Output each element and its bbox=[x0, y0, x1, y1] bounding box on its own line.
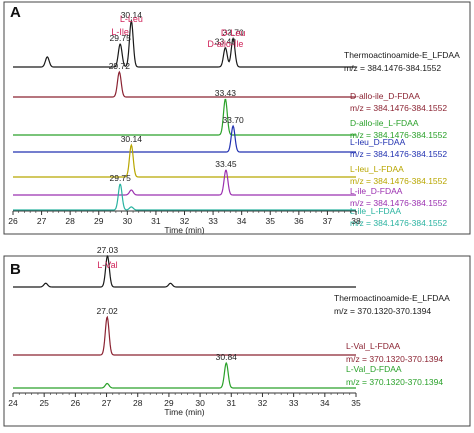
series-line bbox=[13, 315, 356, 356]
x-tick-label: 29 bbox=[164, 398, 174, 408]
compound-name-label: L-Ile bbox=[111, 27, 129, 37]
x-tick-label: 32 bbox=[180, 216, 190, 226]
x-tick-label: 26 bbox=[8, 216, 18, 226]
x-tick-label: 34 bbox=[320, 398, 330, 408]
series-mz-label: m/z = 370.1320-370.1394 bbox=[346, 377, 443, 387]
x-tick-label: 29 bbox=[94, 216, 104, 226]
panel-frame bbox=[3, 255, 471, 427]
peak-value-label: 29.72 bbox=[109, 61, 131, 71]
x-tick-label: 31 bbox=[151, 216, 161, 226]
series-mz-label: m/z = 384.1476-384.1552 bbox=[350, 103, 447, 113]
peak-value-label: 30.14 bbox=[121, 10, 143, 20]
x-tick-label: 33 bbox=[289, 398, 299, 408]
peak-value-label: 29.75 bbox=[110, 33, 132, 43]
x-tick-label: 35 bbox=[266, 216, 276, 226]
series-line bbox=[13, 143, 356, 178]
x-axis-title: Time (min) bbox=[164, 407, 204, 417]
compound-name-label: D-Leu bbox=[221, 28, 246, 38]
series-mz-label: m/z = 370.1320-370.1394 bbox=[334, 306, 431, 316]
x-tick-label: 31 bbox=[227, 398, 237, 408]
series-mz-label: m/z = 384.1476-384.1552 bbox=[350, 149, 447, 159]
series-line bbox=[13, 254, 356, 288]
series-line bbox=[13, 183, 356, 211]
series-line bbox=[13, 98, 356, 136]
x-tick-label: 25 bbox=[39, 398, 49, 408]
peak-value-label: 33.70 bbox=[222, 27, 244, 37]
compound-name-label: D-allo-Ile bbox=[207, 39, 243, 49]
series-line bbox=[13, 18, 356, 68]
x-tick-label: 27 bbox=[102, 398, 112, 408]
series-name-label: D-allo-ile_D-FDAA bbox=[350, 91, 420, 101]
series-line bbox=[13, 70, 356, 98]
series-mz-label: m/z = 384.1476-384.1552 bbox=[350, 198, 447, 208]
series-line bbox=[13, 361, 356, 389]
x-tick-label: 27 bbox=[37, 216, 47, 226]
series-mz-label: m/z = 384.1476-384.1552 bbox=[344, 63, 441, 73]
series-mz-label: m/z = 370.1320-370.1394 bbox=[346, 354, 443, 364]
peak-value-label: 33.45 bbox=[215, 159, 237, 169]
x-tick-label: 37 bbox=[323, 216, 333, 226]
panel-b: B 27.03 Thermoactinoamide-E_LFDAA m/z = 370… bbox=[3, 245, 471, 427]
series-name-label: Thermoactinoamide-E_LFDAA bbox=[344, 50, 460, 60]
x-tick-label: 38 bbox=[351, 216, 361, 226]
peak-value-label: 33.43 bbox=[215, 37, 237, 47]
x-tick-label: 34 bbox=[237, 216, 247, 226]
x-tick-label: 30 bbox=[123, 216, 133, 226]
x-tick-label: 24 bbox=[8, 398, 18, 408]
panel-a: A29.7530.1433.4333.70Thermoactinoamide-E… bbox=[3, 1, 471, 235]
series-mz-label: m/z = 384.1476-384.1552 bbox=[350, 218, 447, 228]
series-name-label: L-ile_L-FDAA bbox=[350, 206, 401, 216]
series-name-label: D-allo-ile_L-FDAA bbox=[350, 118, 419, 128]
series-mz-label: m/z = 384.1476-384.1552 bbox=[350, 130, 447, 140]
series-mz-label: m/z = 384.1476-384.1552 bbox=[350, 176, 447, 186]
panel-label: A bbox=[10, 4, 21, 21]
peak-value-label: 33.43 bbox=[215, 88, 237, 98]
x-tick-label: 28 bbox=[65, 216, 75, 226]
series-name-label: L-Val_D-FDAA bbox=[346, 364, 402, 374]
x-tick-label: 36 bbox=[294, 216, 304, 226]
x-tick-label: 28 bbox=[133, 398, 143, 408]
peak-value-label: 29.75 bbox=[110, 173, 132, 183]
series-name-label: L-ile_D-FDAA bbox=[350, 186, 403, 196]
panel-label: B bbox=[10, 261, 21, 278]
x-tick-label: 30 bbox=[195, 398, 205, 408]
x-tick-label: 32 bbox=[258, 398, 268, 408]
x-axis-title: Time (min) bbox=[164, 225, 204, 235]
peak-value-label: 27.03 bbox=[97, 245, 119, 255]
peak-value-label: 27.02 bbox=[97, 306, 119, 316]
peak-value-label: 33.70 bbox=[222, 115, 244, 125]
series-name-label: L-leu_D-FDAA bbox=[350, 137, 406, 147]
x-tick-label: 35 bbox=[351, 398, 361, 408]
series-line bbox=[13, 169, 356, 196]
x-tick-label: 26 bbox=[71, 398, 81, 408]
series-name-label: Thermoactinoamide-E_LFDAA bbox=[334, 293, 450, 303]
series-name-label: L-leu_L-FDAA bbox=[350, 164, 404, 174]
series-name-label: L-Val_L-FDAA bbox=[346, 341, 400, 351]
panel-frame bbox=[3, 1, 471, 235]
compound-name-label: L-Val bbox=[97, 260, 117, 270]
compound-name-label: L-Leu bbox=[120, 14, 143, 24]
peak-value-label: 30.14 bbox=[121, 134, 143, 144]
x-tick-label: 33 bbox=[208, 216, 218, 226]
peak-value-label: 30.84 bbox=[216, 352, 238, 362]
series-line bbox=[13, 124, 356, 153]
